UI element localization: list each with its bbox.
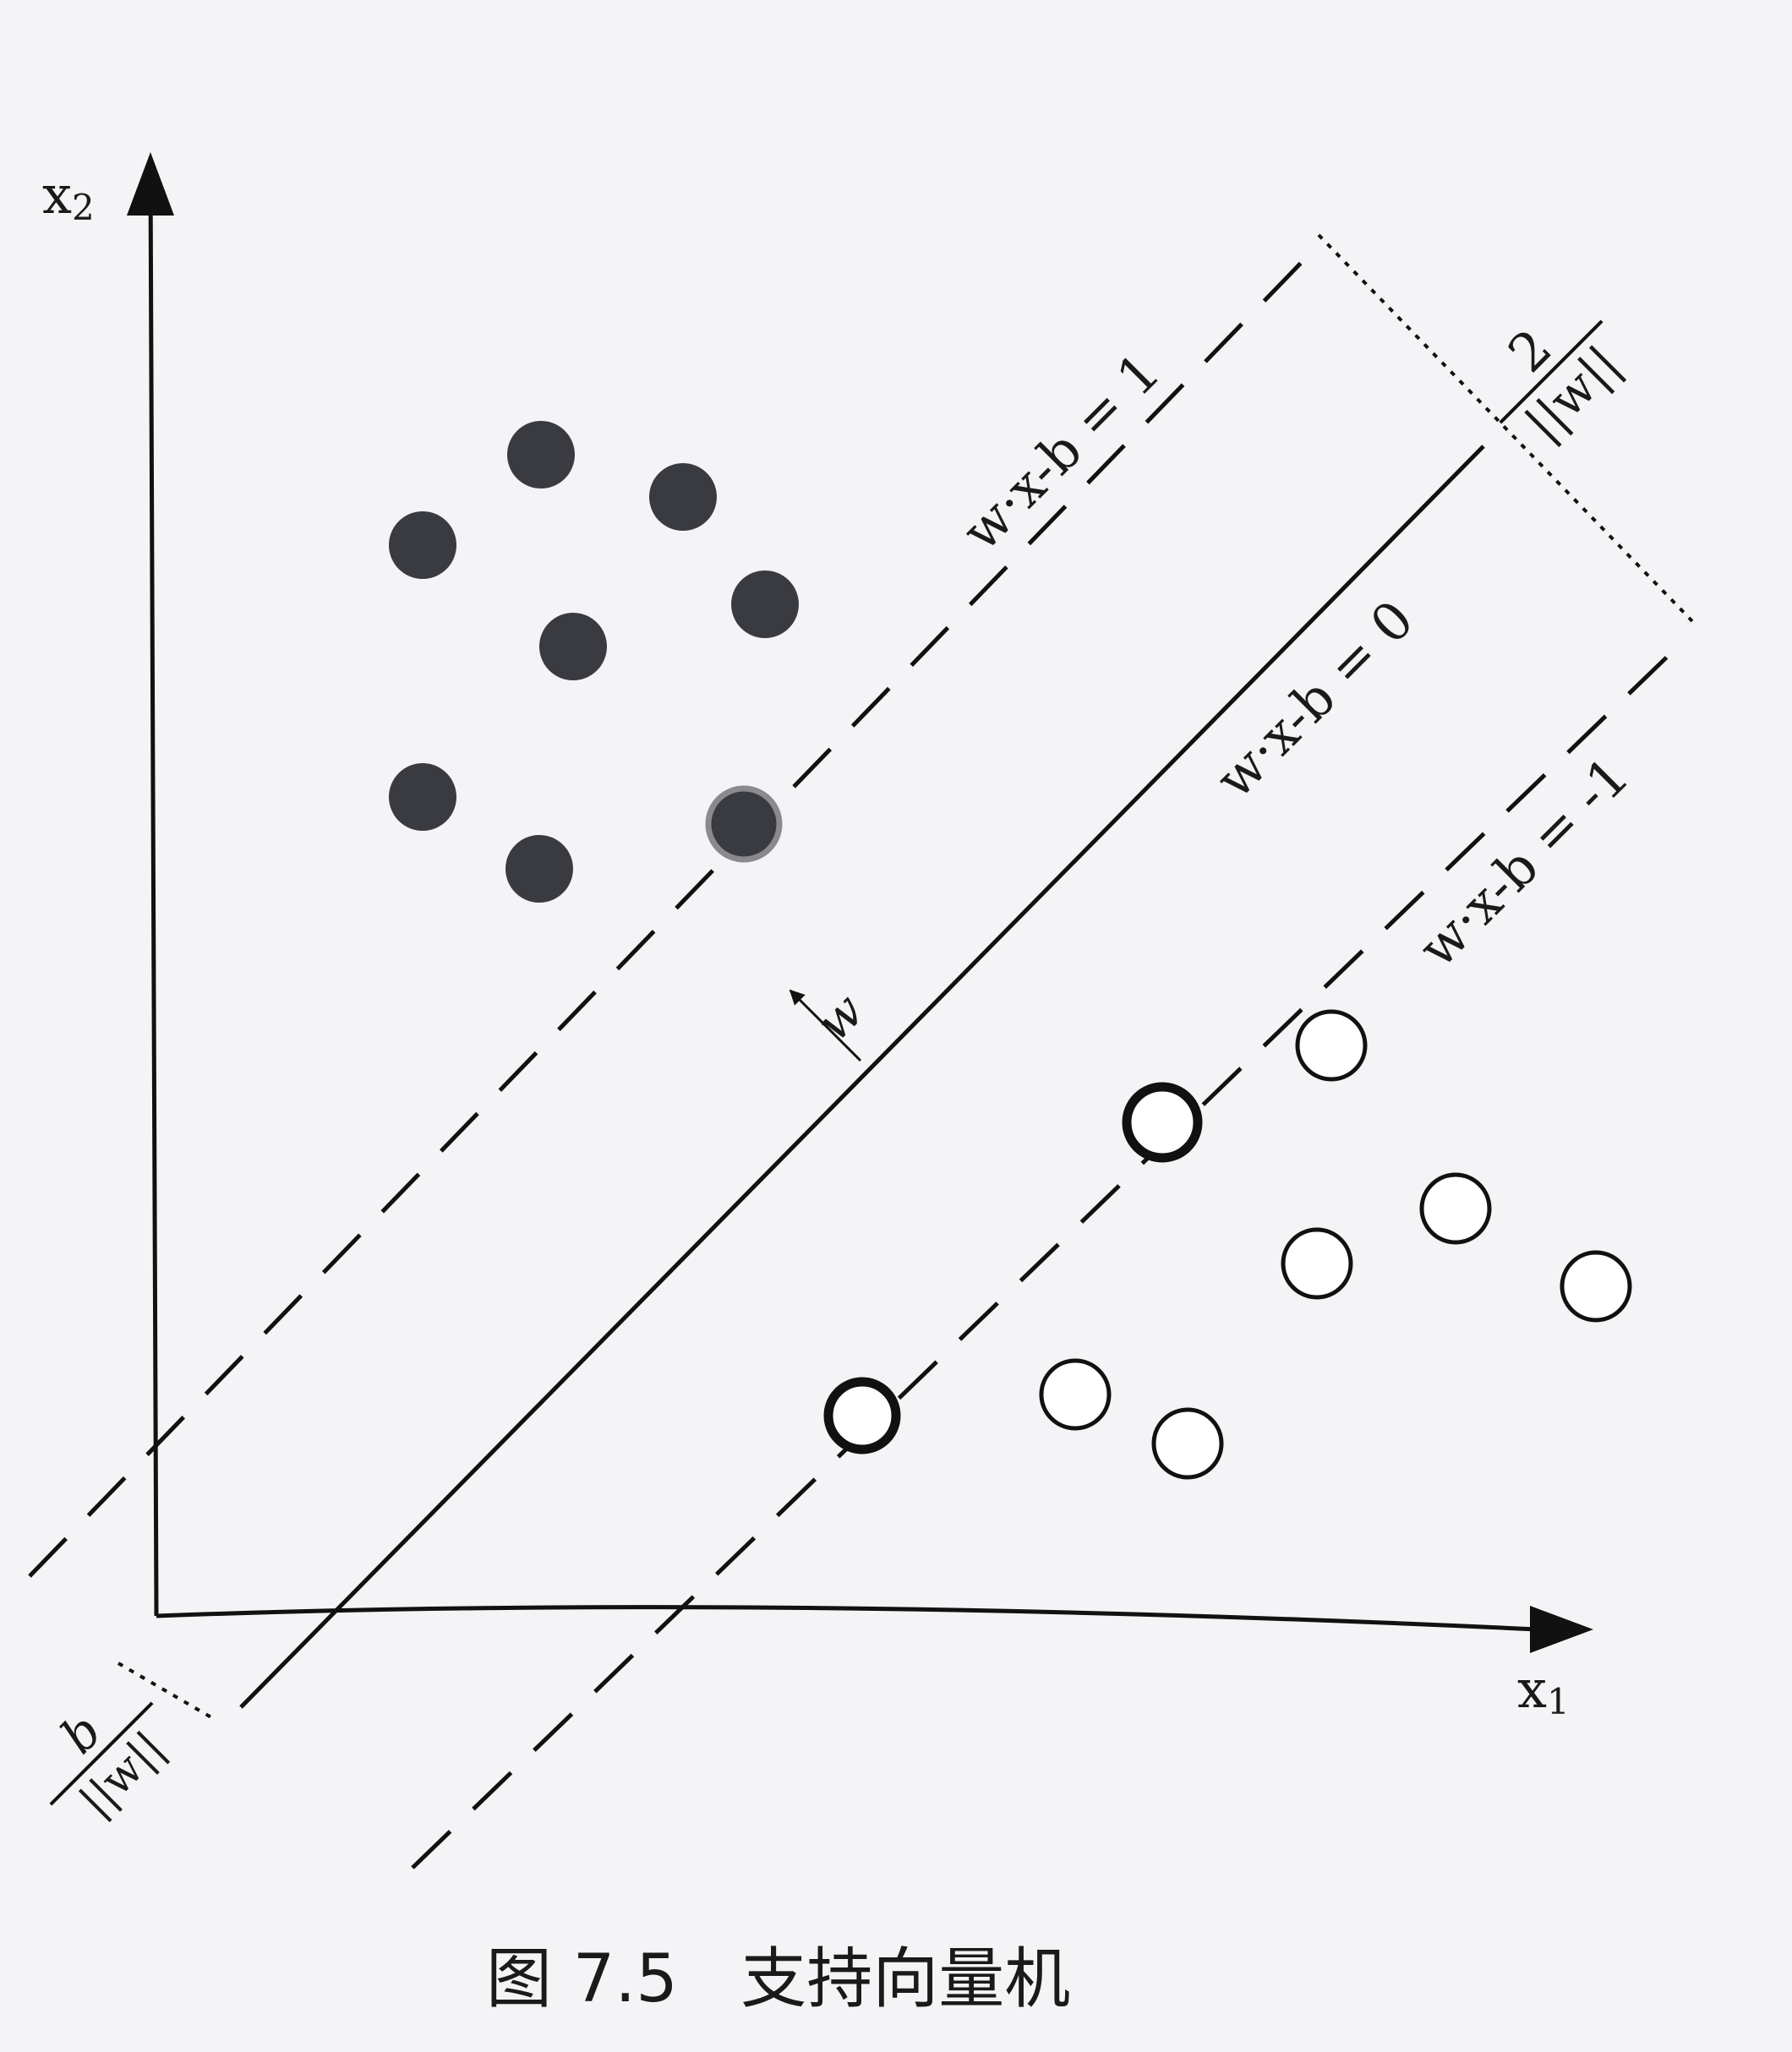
- upper-hyperplane-label: w·x-b = 1: [950, 341, 1172, 562]
- offset-dotted-line: [117, 1662, 217, 1722]
- negative-point: [1151, 1407, 1224, 1480]
- figure-caption: 图 7.5 支持向量机: [486, 1941, 1070, 2017]
- axes: x2 x1: [42, 152, 1593, 1722]
- positive-point: [731, 570, 799, 638]
- normal-vector: w: [789, 982, 875, 1062]
- y-axis-label: x2: [42, 164, 95, 228]
- upper-margin-hyperplane: [28, 256, 1308, 1578]
- negative-point: [1039, 1358, 1112, 1431]
- negative-support-vector: [823, 1377, 901, 1454]
- positive-point: [539, 613, 607, 680]
- margin-fraction-bar: [1499, 319, 1604, 424]
- negative-point: [1295, 1009, 1368, 1082]
- positive-point: [505, 835, 573, 903]
- negative-point: [1419, 1172, 1492, 1245]
- y-axis-arrow-icon: [127, 152, 174, 216]
- hyperplanes: [28, 256, 1682, 1869]
- lower-margin-hyperplane: [411, 642, 1682, 1869]
- positive-point: [389, 763, 456, 831]
- lower-hyperplane-label: w·x-b = -1: [1407, 745, 1641, 979]
- positive-class-points: [389, 421, 799, 903]
- offset-numerator: b: [50, 1702, 112, 1765]
- margin-dotted-line: [1317, 233, 1694, 623]
- positive-point: [507, 421, 575, 488]
- normal-vector-arrow: [789, 989, 862, 1062]
- negative-point: [1281, 1227, 1353, 1300]
- positive-point: [389, 511, 456, 579]
- margin-indicators: [117, 233, 1694, 1722]
- normal-vector-label: w: [805, 982, 875, 1052]
- positive-point: [649, 463, 717, 531]
- positive-support-vector: [705, 785, 783, 863]
- offset-fraction-bar: [49, 1701, 154, 1806]
- negative-class-points: [823, 1009, 1632, 1480]
- margin-fraction: 2 ||w||: [1496, 317, 1631, 452]
- separating-hyperplane: [239, 445, 1485, 1709]
- x-axis: [156, 1605, 1539, 1632]
- x-axis-label: x1: [1517, 1658, 1570, 1722]
- negative-support-vector: [1122, 1082, 1203, 1163]
- y-axis: [148, 168, 159, 1617]
- negative-point: [1560, 1250, 1632, 1323]
- x-axis-arrow-icon: [1530, 1606, 1593, 1653]
